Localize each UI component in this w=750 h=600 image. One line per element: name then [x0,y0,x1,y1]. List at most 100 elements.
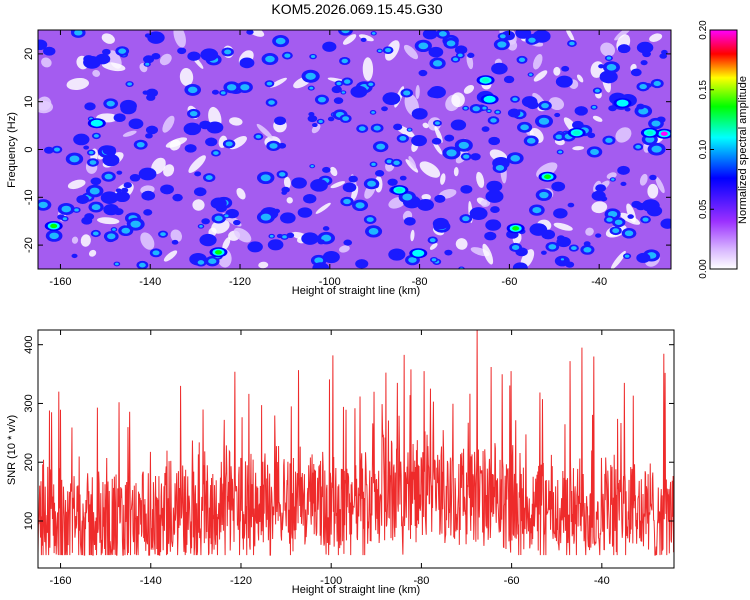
heatmap-blob [100,191,119,204]
heatmap-blob-core [490,118,497,123]
heatmap-blob-core [268,100,275,105]
y-tick-label: -10 [23,189,35,205]
heatmap-low-patch [71,236,79,244]
snr-x-axis: -160 -140 -120 -100 -80 -60 -40 [50,330,610,587]
heatmap-blob-core [499,34,506,39]
heatmap-blob [246,30,254,35]
heatmap-blob-core [511,244,520,250]
heatmap-blob-core [408,257,417,263]
heatmap-blob [184,144,197,153]
heatmap-blob-core [606,217,613,222]
heatmap-blob-core [458,141,469,149]
heatmap-blob [205,137,218,147]
heatmap-low-patch [122,130,137,137]
heatmap-blob-core [592,105,597,109]
heatmap-blob [411,108,428,120]
heatmap-blob-core [429,238,436,243]
heatmap-low-patch [236,188,246,200]
heatmap-low-patch [80,234,91,247]
heatmap-low-patch [591,201,608,214]
colorbar-tick-label: 0.00 [698,259,709,279]
heatmap-peak [646,130,654,135]
heatmap-blob-core [432,60,443,67]
heatmap-low-patch [576,74,584,83]
heatmap-low-patch [434,126,443,143]
heatmap-blob-core [214,215,223,222]
heatmap-blob-core [438,31,447,37]
heatmap-blob-core [114,262,119,266]
heatmap-blob-core [189,111,198,117]
heatmap-blob [109,157,118,163]
x-tick-label: -160 [49,276,71,288]
snr-y-label: SNR (10 * v/v) [6,415,18,485]
heatmap-y-label: Frequency (Hz) [6,112,18,188]
heatmap-blob-core [220,91,226,95]
heatmap-blob [636,252,651,263]
heatmap-low-patch [179,68,194,87]
heatmap-blob-core [639,83,647,90]
heatmap-blob [507,108,521,118]
heatmap-peaks [44,75,671,259]
heatmap-blob [171,239,179,245]
heatmap-blob-core [635,144,642,149]
heatmap-blob-core [611,178,615,181]
heatmap-blob [620,181,627,187]
heatmap-blob-core [282,235,287,239]
heatmap-blob-core [457,53,463,57]
heatmap-blob-core [642,217,649,222]
heatmap-low-patch [415,85,420,99]
y-tick-label: -20 [23,237,35,253]
heatmap-blob-core [434,121,440,125]
heatmap-blob [561,65,570,72]
heatmap-blob-core [645,136,655,143]
heatmap-blob-core [538,117,550,125]
heatmap-low-patch [610,250,626,269]
heatmap-blob [322,41,337,52]
heatmap-blob [355,259,369,269]
heatmap-blob [342,182,357,193]
heatmap-blob-core [393,160,400,166]
heatmap-blob-core [532,207,542,214]
heatmap-blob-core [91,204,101,211]
heatmap-blob [454,45,468,55]
heatmap-blob [574,106,588,116]
heatmap-blob [141,190,156,201]
heatmap-low-patch [170,229,183,243]
heatmap-blob [199,120,212,130]
heatmap-blob-core [371,111,375,114]
heatmap-blob [485,190,504,203]
heatmap-blob [177,47,187,55]
heatmap-low-patch [270,77,287,88]
heatmap-blob [322,250,340,264]
heatmap-blob [382,92,401,105]
heatmap-blob [83,56,101,69]
heatmap-low-patch [553,66,561,76]
heatmap-blob-core [284,53,291,58]
heatmap-blob-core [512,97,518,102]
heatmap-low-patch [151,157,166,175]
heatmap-peak [512,226,520,231]
heatmap-blob [481,126,490,132]
heatmap-blob [403,217,416,226]
y-tick-label: 10 [23,96,35,108]
heatmap-blob [515,30,532,39]
y-tick-label: 100 [23,512,35,530]
heatmap-blob [649,174,657,181]
heatmap-low-patch [286,197,293,204]
heatmap-low-patch [553,222,573,231]
heatmap-blob-core [446,40,456,47]
heatmap-blob-core [127,82,132,86]
heatmap-blob [469,207,488,220]
x-tick-label: -40 [591,276,607,288]
heatmap-blob [635,202,647,211]
heatmap-blob [199,233,217,247]
heatmap-blob-core [487,109,491,113]
heatmap-blob-core [118,48,127,54]
heatmap-low-patch [419,161,441,178]
heatmap-low-patch [533,70,548,82]
heatmap-blob-core [61,205,72,213]
heatmap-blob-core [69,155,80,163]
heatmap-blob [636,41,654,54]
heatmap-low-patch [169,139,181,151]
heatmap-blob-core [341,58,348,64]
